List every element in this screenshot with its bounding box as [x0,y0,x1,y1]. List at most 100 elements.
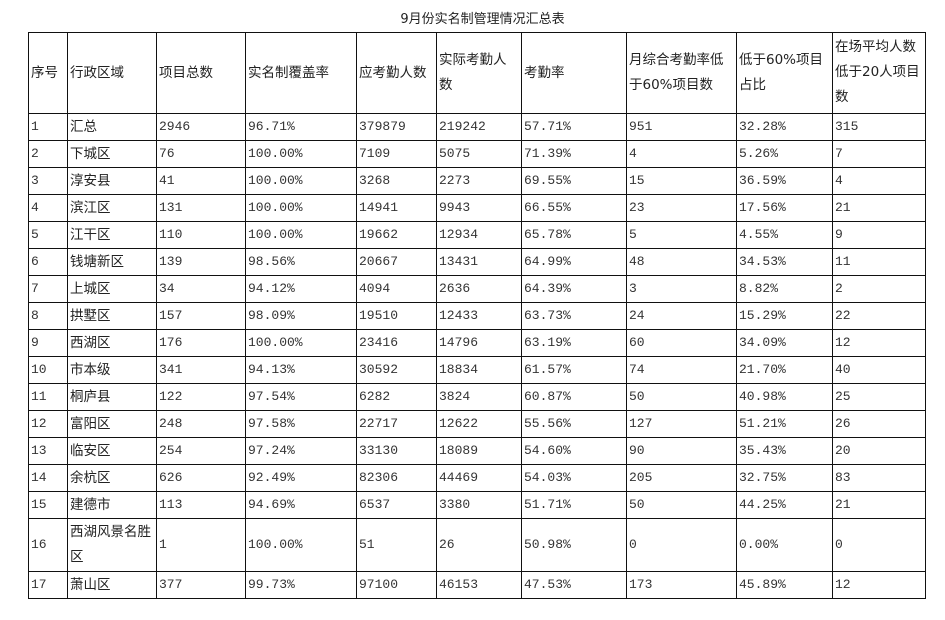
cell-below-60-count: 24 [626,302,737,330]
cell-attendance-rate: 61.57% [521,356,627,384]
header-attendance-rate: 考勤率 [521,32,627,114]
cell-expected-attendance: 19662 [356,221,437,249]
cell-coverage-rate: 100.00% [245,167,357,195]
cell-below-60-count: 15 [626,167,737,195]
cell-below-60-count: 23 [626,194,737,222]
cell-attendance-rate: 47.53% [521,571,627,599]
cell-expected-attendance: 20667 [356,248,437,276]
cell-below-60-ratio: 44.25% [736,491,833,519]
cell-below-60-ratio: 4.55% [736,221,833,249]
cell-below-60-ratio: 5.26% [736,140,833,168]
cell-index: 17 [28,571,68,599]
cell-expected-attendance: 33130 [356,437,437,465]
cell-district: 汇总 [67,113,157,141]
cell-project-total: 254 [156,437,246,465]
cell-index: 15 [28,491,68,519]
cell-attendance-rate: 71.39% [521,140,627,168]
cell-district: 余杭区 [67,464,157,492]
cell-expected-attendance: 97100 [356,571,437,599]
cell-attendance-rate: 54.03% [521,464,627,492]
cell-expected-attendance: 19510 [356,302,437,330]
cell-project-total: 110 [156,221,246,249]
cell-district: 临安区 [67,437,157,465]
cell-district: 拱墅区 [67,302,157,330]
cell-below-60-ratio: 35.43% [736,437,833,465]
cell-coverage-rate: 94.69% [245,491,357,519]
cell-below-20-people-count: 21 [832,491,926,519]
cell-district: 钱塘新区 [67,248,157,276]
cell-attendance-rate: 54.60% [521,437,627,465]
cell-below-60-ratio: 34.53% [736,248,833,276]
cell-attendance-rate: 63.73% [521,302,627,330]
cell-district: 滨江区 [67,194,157,222]
cell-district: 上城区 [67,275,157,303]
cell-below-60-ratio: 32.28% [736,113,833,141]
cell-coverage-rate: 100.00% [245,329,357,357]
cell-index: 10 [28,356,68,384]
table-row: 15 建德市 113 94.69% 6537 3380 51.71% 50 44.25% 21 [28,491,926,519]
cell-project-total: 122 [156,383,246,411]
cell-actual-attendance: 3380 [436,491,522,519]
table-row: 8 拱墅区 157 98.09% 19510 12433 63.73% 24 15.29% 22 [28,302,926,330]
cell-project-total: 34 [156,275,246,303]
cell-expected-attendance: 6282 [356,383,437,411]
cell-district: 萧山区 [67,571,157,599]
cell-index: 11 [28,383,68,411]
cell-district: 下城区 [67,140,157,168]
cell-project-total: 131 [156,194,246,222]
table-row: 14 余杭区 626 92.49% 82306 44469 54.03% 205 32.75% 8… [28,464,926,492]
table-body: 1 汇总 2946 96.71% 379879 219242 57.71% 951 32.28%… [28,113,926,599]
cell-below-60-ratio: 36.59% [736,167,833,195]
cell-project-total: 139 [156,248,246,276]
cell-actual-attendance: 13431 [436,248,522,276]
cell-index: 9 [28,329,68,357]
cell-coverage-rate: 98.09% [245,302,357,330]
cell-coverage-rate: 100.00% [245,221,357,249]
cell-index: 6 [28,248,68,276]
cell-below-20-people-count: 25 [832,383,926,411]
cell-below-60-count: 3 [626,275,737,303]
table-row: 10 市本级 341 94.13% 30592 18834 61.57% 74 21.70% 40 [28,356,926,384]
table-title: 9月份实名制管理情况汇总表 [400,12,565,27]
cell-expected-attendance: 23416 [356,329,437,357]
cell-project-total: 76 [156,140,246,168]
cell-below-60-count: 50 [626,491,737,519]
cell-project-total: 1 [156,518,246,572]
cell-below-60-ratio: 51.21% [736,410,833,438]
cell-coverage-rate: 100.00% [245,140,357,168]
table-row: 13 临安区 254 97.24% 33130 18089 54.60% 90 35.43% 20 [28,437,926,465]
cell-below-20-people-count: 20 [832,437,926,465]
cell-below-60-count: 127 [626,410,737,438]
cell-below-60-ratio: 15.29% [736,302,833,330]
cell-below-20-people-count: 12 [832,571,926,599]
cell-below-60-ratio: 0.00% [736,518,833,572]
cell-district: 市本级 [67,356,157,384]
cell-coverage-rate: 97.54% [245,383,357,411]
cell-expected-attendance: 14941 [356,194,437,222]
cell-index: 13 [28,437,68,465]
cell-below-20-people-count: 0 [832,518,926,572]
cell-below-20-people-count: 21 [832,194,926,222]
cell-below-20-people-count: 9 [832,221,926,249]
table-row: 6 钱塘新区 139 98.56% 20667 13431 64.99% 48 34.53% 11 [28,248,926,276]
table-row: 1 汇总 2946 96.71% 379879 219242 57.71% 951 32.28%… [28,113,926,141]
cell-attendance-rate: 60.87% [521,383,627,411]
header-coverage-rate: 实名制覆盖率 [245,32,357,114]
cell-district: 江干区 [67,221,157,249]
cell-index: 8 [28,302,68,330]
cell-project-total: 248 [156,410,246,438]
cell-project-total: 2946 [156,113,246,141]
cell-index: 1 [28,113,68,141]
cell-coverage-rate: 96.71% [245,113,357,141]
cell-actual-attendance: 219242 [436,113,522,141]
cell-district: 西湖区 [67,329,157,357]
cell-index: 3 [28,167,68,195]
cell-below-60-count: 5 [626,221,737,249]
cell-project-total: 41 [156,167,246,195]
cell-district: 建德市 [67,491,157,519]
cell-coverage-rate: 100.00% [245,194,357,222]
cell-actual-attendance: 12433 [436,302,522,330]
cell-attendance-rate: 51.71% [521,491,627,519]
cell-actual-attendance: 2636 [436,275,522,303]
cell-expected-attendance: 22717 [356,410,437,438]
